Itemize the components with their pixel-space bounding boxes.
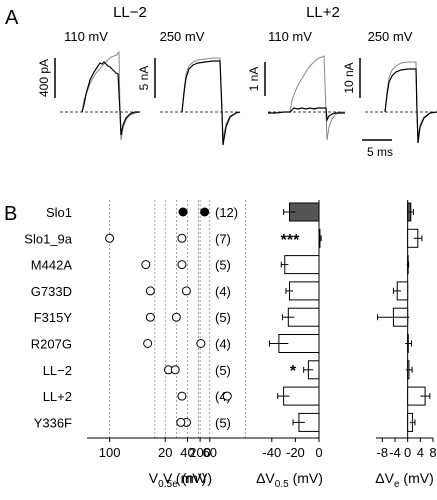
scale-label-1: 400 pA <box>37 59 51 97</box>
annotation-ll-minus-2-star: * <box>290 363 297 380</box>
dv05-bar-m442a <box>284 255 320 275</box>
row-label-ll-2: LL+2 <box>43 389 72 404</box>
ve-point-ll-2 <box>170 365 180 375</box>
ve-point-y336f <box>176 417 186 427</box>
row-label-ll-2: LL−2 <box>43 363 72 378</box>
n-label-m442a: (5) <box>215 258 231 273</box>
ve-point-ll-2 <box>177 391 187 401</box>
row-label-slo1: Slo1 <box>46 205 72 220</box>
trace-ll-plus-2-250-gray <box>384 61 437 141</box>
voltage-label-4: 250 mV <box>368 29 413 44</box>
dv05-tick-label: -20 <box>286 445 305 460</box>
trace-ll-minus-2-250-black <box>181 60 241 146</box>
ve-tick-label: 60 <box>203 445 217 460</box>
v05-tick-label: 100 <box>99 445 121 460</box>
n-labels: (12)(7)(5)(4)(5)(4)(5)(4)(5) <box>215 205 238 430</box>
v05-point-slo1 <box>200 207 210 217</box>
trace-ll-plus-2-110-black <box>268 107 345 123</box>
annotation-slo1-9a-stars: *** <box>281 232 300 249</box>
n-label-g733d: (4) <box>215 284 231 299</box>
voltage-label-2: 250 mV <box>160 29 205 44</box>
row-label-m442a: M442A <box>31 258 73 273</box>
n-label-slo1: (12) <box>215 205 238 220</box>
dve-tick-label: 4 <box>417 445 424 460</box>
voltage-label-1: 110 mV <box>64 29 108 44</box>
dve-tick-label: 0 <box>404 445 411 460</box>
row-label-y336f: Y336F <box>34 415 72 430</box>
scale-label-4: 10 nA <box>342 62 356 93</box>
trace-ll-minus-2-110-gray <box>81 50 141 141</box>
panel-b-label: B <box>4 203 17 225</box>
row-label-r207g: R207G <box>31 337 72 352</box>
dv05-axis-label: ΔV0.5 (mV) <box>256 470 323 490</box>
ve-axis-label: Ve (mV) <box>163 470 212 490</box>
row-labels: Slo1 Slo1_9a M442A G733D F315Y R207G LL−2 LL+2 Y… <box>24 205 72 430</box>
v05-axis-label: V0.5 (mV) <box>149 470 206 490</box>
ll-minus-2-title: LL−2 <box>113 4 147 21</box>
v05-point-r207g <box>143 339 153 348</box>
trace-ll-minus-2-250-gray <box>181 57 241 141</box>
v05-point-m442a <box>141 260 151 270</box>
ve-tick-label: 40 <box>180 445 194 460</box>
delta-v05-bar-chart: -40 -20 0 ΔV0.5 (mV) <box>256 200 323 490</box>
dve-tick-label: 8 <box>429 445 436 460</box>
ve-point-r207g <box>196 339 206 348</box>
trace-ll-plus-2-250-black <box>384 68 437 144</box>
ve-point-g733d <box>181 286 191 296</box>
n-label-ll-2: (5) <box>215 363 231 378</box>
n-label-r207g: (4) <box>215 337 231 352</box>
v05-point-slo1-9a <box>105 233 115 243</box>
n-label-f315y: (5) <box>215 310 231 325</box>
ve-scatter-plot: 20 40 60 Ve (mV) <box>158 200 217 490</box>
dve-axis-label: ΔVe (mV) <box>375 470 433 490</box>
dve-tick-label: -8 <box>377 445 389 460</box>
ve-point-m442a <box>177 260 187 270</box>
scale-label-3: 1 nA <box>247 67 261 92</box>
ve-tick-label: 20 <box>158 445 172 460</box>
trace-ll-plus-2-110-gray <box>289 55 345 141</box>
v05-scatter-plot: 100 200 V0.5 (mV) <box>87 200 268 490</box>
row-label-f315y: F315Y <box>34 310 73 325</box>
ve-point-slo1-9a <box>177 233 187 243</box>
row-label-g733d: G733D <box>31 284 72 299</box>
n-label-y336f: (5) <box>215 415 231 430</box>
scale-label-2: 5 nA <box>137 66 151 91</box>
dv05-bar-g733d <box>289 281 320 301</box>
dve-tick-label: -4 <box>389 445 401 460</box>
v05-point-g733d <box>145 286 155 296</box>
v05-tick-label: 200 <box>189 445 211 460</box>
trace-ll-minus-2-110-black <box>81 61 140 136</box>
ve-point-slo1 <box>178 207 188 217</box>
voltage-label-3: 110 mV <box>268 29 312 44</box>
v05-point-f315y <box>145 312 155 322</box>
dv05-tick-label: -40 <box>262 445 281 460</box>
delta-ve-bar-chart: -8 -4 0 4 8 ΔVe (mV) <box>375 200 437 490</box>
ll-plus-2-title: LL+2 <box>306 4 340 21</box>
panel-a-label: A <box>5 7 19 29</box>
row-label-slo1-9a: Slo1_9a <box>24 231 72 246</box>
n-label-slo1-9a: (7) <box>215 231 231 246</box>
dv05-tick-label: 0 <box>315 445 322 460</box>
ve-point-f315y <box>171 312 181 322</box>
v05-point-ll-2 <box>222 391 232 401</box>
time-scale-label: 5 ms <box>367 145 393 159</box>
